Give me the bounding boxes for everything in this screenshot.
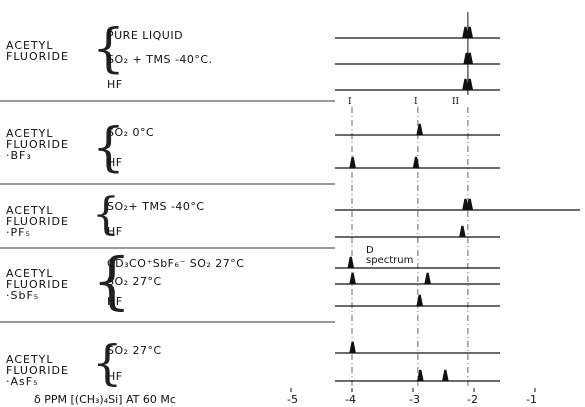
spectrum-peak	[459, 225, 466, 238]
spectrum-peak	[416, 369, 424, 382]
axis-tick-label: -3	[409, 393, 420, 406]
axis-label: δ PPM [(CH₃)₄Si] AT 60 Mc	[34, 393, 176, 406]
spectrum-peak	[349, 156, 356, 169]
condition-pure-liquid: PURE LIQUID	[107, 29, 184, 42]
condition-so2-tms: SO₂ + TMS -40°C.	[107, 53, 213, 66]
axis-tick-label: -4	[345, 393, 356, 406]
compound-name-line3: ·BF₃	[6, 149, 32, 162]
compound-name-line1: ACETYL	[6, 39, 54, 52]
compound-label-acetyl-fluoride-asf5: ACETYL FLUORIDE ·AsF₅	[6, 354, 69, 387]
compound-name-line1: ACETYL	[6, 127, 54, 140]
spectrum-peak	[349, 341, 356, 354]
condition-cd3co-sbf6: CD₃CO⁺SbF₆⁻ SO₂ 27°C	[107, 257, 245, 270]
spectrum-peak	[349, 272, 356, 285]
compound-name-line3: ·PF₅	[6, 226, 31, 239]
brace-icon: {	[92, 189, 120, 240]
spectrum-peak	[441, 369, 449, 382]
axis-tick-label: -1	[526, 393, 537, 406]
condition-so2-27c: SO₂ 27°C	[107, 275, 162, 288]
condition-so2-27c: SO₂ 27°C	[107, 344, 162, 357]
compound-name-line3: ·AsF₅	[6, 375, 39, 388]
spectrum-peak	[412, 156, 420, 169]
spectrum-note-line2: spectrum	[366, 255, 414, 266]
condition-hf: HF	[107, 225, 123, 238]
spectrum-peak	[416, 123, 424, 136]
condition-hf: HF	[107, 370, 123, 383]
brace-icon: {	[92, 244, 132, 317]
compound-name-line1: ACETYL	[6, 353, 54, 366]
condition-hf: HF	[107, 156, 123, 169]
condition-hf: HF	[107, 78, 123, 91]
compound-label-acetyl-fluoride-pf5: ACETYL FLUORIDE ·PF₅	[6, 205, 69, 238]
compound-label-acetyl-fluoride-bf3: ACETYL FLUORIDE ·BF₃	[6, 128, 69, 161]
compound-name-line2: FLUORIDE	[6, 278, 69, 291]
condition-hf: HF	[107, 295, 123, 308]
compound-name-line3: ·SbF₅	[6, 289, 40, 302]
compound-label-acetyl-fluoride: ACETYL FLUORIDE	[6, 40, 69, 62]
brace-icon: {	[92, 19, 126, 79]
brace-icon: {	[92, 335, 123, 391]
peak-marker-ii: II	[452, 97, 460, 107]
compound-label-acetyl-fluoride-sbf5: ACETYL FLUORIDE ·SbF₅	[6, 268, 69, 301]
peak-marker-i: I	[348, 97, 352, 107]
spectrum-note: D spectrum	[366, 246, 413, 266]
condition-so2-tms: SO₂+ TMS -40°C	[107, 200, 205, 213]
axis-tick-label: -5	[287, 393, 298, 406]
peak-marker-i: I	[414, 97, 418, 107]
compound-name-line2: FLUORIDE	[6, 50, 69, 63]
condition-so2-0c: SO₂ 0°C	[107, 126, 155, 139]
compound-name-line1: ACETYL	[6, 267, 54, 280]
spectrum-note-line1: D	[366, 245, 374, 256]
compound-name-line2: FLUORIDE	[6, 364, 69, 377]
spectrum-peak	[347, 256, 355, 269]
compound-name-line2: FLUORIDE	[6, 215, 69, 228]
spectrum-peak	[416, 294, 424, 307]
compound-name-line2: FLUORIDE	[6, 138, 69, 151]
spectrum-peak	[424, 272, 432, 285]
spectrum-peak	[466, 198, 474, 211]
axis-tick-label: -2	[467, 393, 478, 406]
compound-name-line1: ACETYL	[6, 204, 54, 217]
brace-icon: {	[92, 118, 126, 178]
